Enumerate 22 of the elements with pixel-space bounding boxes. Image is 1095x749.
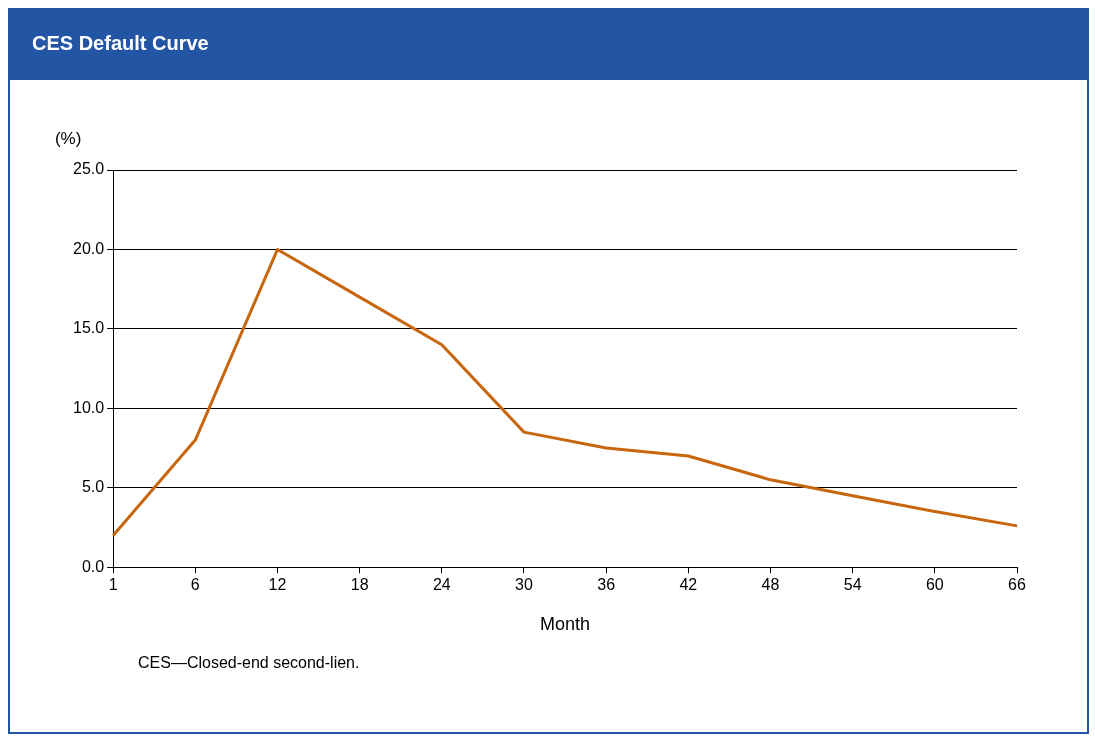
y-axis-title: (%) (54, 129, 82, 149)
y-tick-label: 15.0 (73, 319, 105, 337)
y-tick-label: 20.0 (73, 239, 105, 257)
text: CES—Closed-end second-lien. (138, 654, 361, 672)
x-tick-label: 12 (268, 576, 287, 594)
x-tick-label: 42 (679, 576, 698, 594)
x-tick-label: 48 (761, 576, 780, 594)
x-tick-label: 66 (1008, 576, 1026, 594)
y-tick-label: 0.0 (81, 557, 105, 575)
x-tick-label: 30 (515, 576, 533, 594)
x-tick-label: 6 (190, 576, 200, 594)
x-tick-label: 60 (925, 576, 944, 594)
x-tick-label: 36 (597, 576, 616, 594)
y-tick-label: 25.0 (73, 160, 105, 178)
x-axis-title: Month (540, 614, 591, 635)
y-tick-label: 5.0 (81, 478, 105, 496)
x-tick-label: 24 (432, 576, 451, 594)
chart-title: CES Default Curve (10, 10, 1087, 80)
x-tick-label: 1 (108, 576, 118, 594)
x-tick-label: 18 (350, 576, 369, 594)
x-tick-label: 54 (843, 576, 862, 594)
y-tick-label: 10.0 (73, 398, 105, 416)
